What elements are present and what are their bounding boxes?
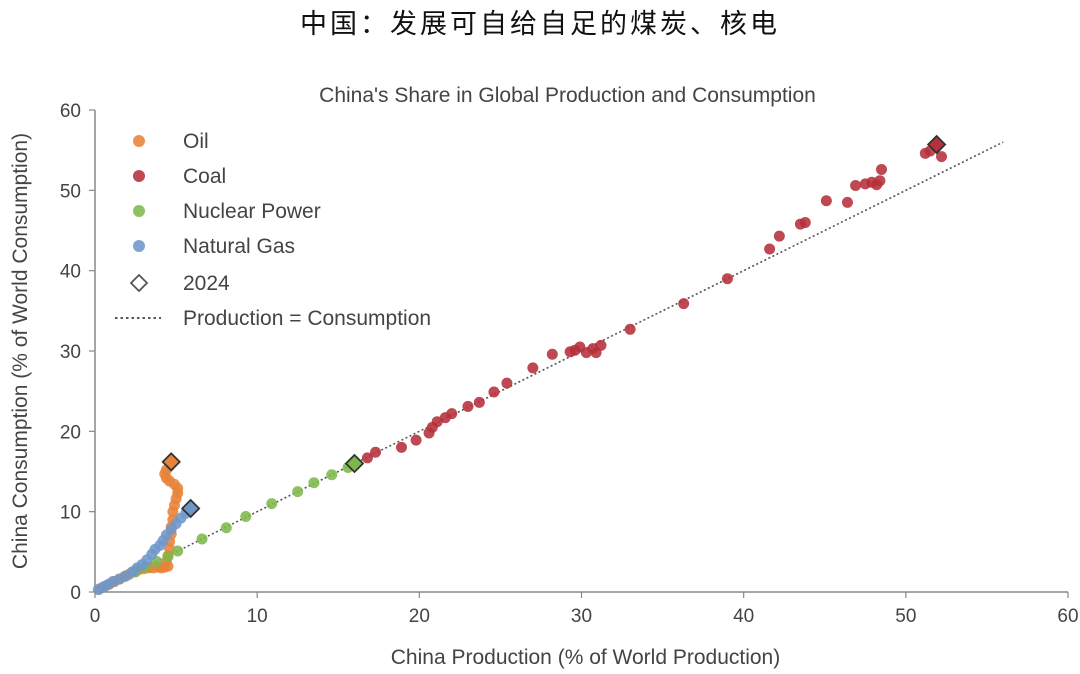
data-point	[678, 298, 690, 310]
data-point	[292, 486, 304, 498]
data-point	[527, 362, 539, 374]
data-point	[395, 441, 407, 453]
marker-2024-natural-gas	[180, 498, 201, 519]
data-point	[266, 498, 278, 510]
data-point	[410, 434, 422, 446]
x-tick-label: 60	[1057, 606, 1078, 627]
marker-2024-nuclear-power	[344, 453, 365, 474]
data-point	[799, 216, 811, 228]
data-point	[624, 323, 636, 335]
legend-swatch	[133, 240, 145, 252]
data-point	[172, 545, 184, 557]
data-point	[196, 533, 208, 545]
y-tick-label: 40	[60, 262, 81, 283]
marker-2024-oil	[161, 452, 181, 472]
y-tick-label: 60	[60, 101, 81, 122]
y-tick-label: 10	[60, 503, 81, 524]
axes: China's Share in Global Production and C…	[9, 84, 1079, 669]
data-point	[462, 400, 474, 412]
data-point	[488, 386, 500, 398]
data-point	[361, 452, 373, 464]
legend-swatch-2024	[129, 273, 149, 293]
data-points	[92, 134, 948, 596]
data-point	[162, 551, 174, 563]
data-point	[764, 243, 776, 255]
legend-label: Oil	[183, 130, 209, 153]
y-tick-label: 20	[60, 422, 81, 443]
x-tick-label: 50	[895, 606, 916, 627]
data-point	[326, 469, 338, 481]
x-tick-label: 0	[90, 606, 101, 627]
x-tick-label: 10	[247, 606, 268, 627]
data-point	[308, 477, 320, 489]
legend-label: Nuclear Power	[183, 200, 321, 223]
data-point	[220, 522, 232, 534]
data-point	[546, 348, 558, 360]
series-natural-gas	[92, 507, 192, 596]
y-tick-label: 0	[70, 583, 81, 604]
page-headline: 中国：发展可自给自足的煤炭、核电	[300, 9, 780, 40]
legend-swatch	[133, 135, 145, 147]
data-point	[446, 408, 458, 420]
data-point	[876, 163, 888, 175]
data-point	[431, 416, 443, 428]
data-point	[841, 196, 853, 208]
legend-swatch	[133, 170, 145, 182]
data-point	[721, 273, 733, 285]
x-axis-label: China Production (% of World Production)	[391, 646, 780, 669]
legend-swatch	[133, 205, 145, 217]
legend-label: 2024	[183, 272, 230, 295]
x-tick-label: 20	[409, 606, 430, 627]
x-tick-label: 40	[733, 606, 754, 627]
data-point	[370, 446, 382, 458]
data-point	[501, 377, 513, 389]
y-tick-label: 30	[60, 342, 81, 363]
data-point	[473, 396, 485, 408]
legend: Oil Coal Nuclear Power Natural Gas 2024 Produ…	[115, 130, 431, 330]
data-point	[773, 230, 785, 242]
data-point	[820, 195, 832, 207]
legend-label: Coal	[183, 165, 226, 188]
data-point	[874, 175, 886, 187]
y-tick-label: 50	[60, 181, 81, 202]
legend-label: Natural Gas	[183, 235, 295, 258]
data-point	[936, 151, 948, 163]
chart-title: China's Share in Global Production and C…	[319, 84, 816, 107]
data-point	[240, 510, 252, 522]
legend-label: Production = Consumption	[183, 307, 431, 330]
x-tick-label: 30	[571, 606, 592, 627]
data-point	[850, 180, 862, 192]
series-coal	[361, 145, 948, 464]
marker-2024-coal	[926, 134, 947, 155]
data-point	[595, 339, 607, 351]
y-axis-label: China Consumption (% of World Consumptio…	[9, 133, 32, 569]
